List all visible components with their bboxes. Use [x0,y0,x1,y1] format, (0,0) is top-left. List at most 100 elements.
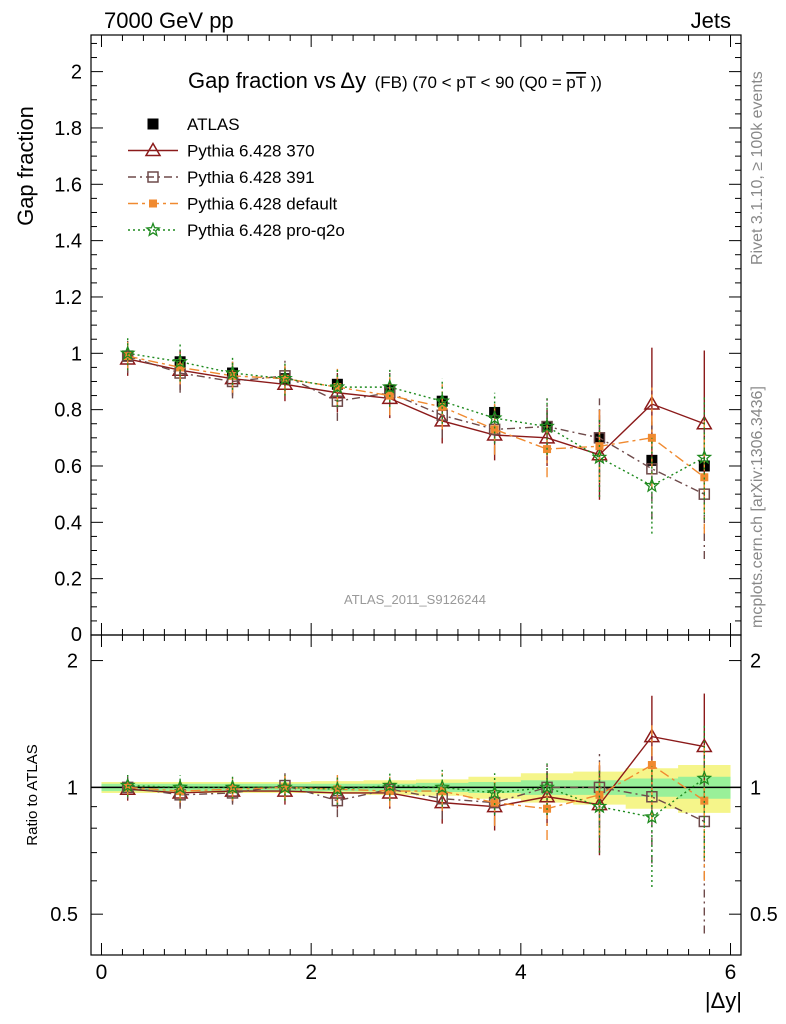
plot-title-main: Gap fraction vs [188,68,336,93]
main-point-pyproq2o [224,364,241,380]
main-point-pydefault [700,473,709,482]
ratio-point-pyproq2o [696,770,713,786]
ratio-y-axis-label: Ratio to ATLAS [24,744,41,845]
main-series-atlas [122,350,710,472]
ratio-y-tick-label-right: 2 [750,651,761,673]
main-point-pydefault [333,383,342,392]
legend-marker [149,199,157,208]
ratio-point-pydefault [228,785,237,794]
ratio-point-pyproq2o [591,798,608,814]
ratio-point-pyproq2o [119,777,136,793]
main-point-pyproq2o [172,353,189,369]
legend-label: Pythia 6.428 370 [187,142,315,161]
y-tick-label: 1 [71,343,82,365]
ratio-point-pydefault [280,783,289,792]
ratio-line-pyproq2o [127,777,705,818]
ratio-point-pyproq2o [172,779,189,795]
main-series-pydefault [123,342,709,534]
y-tick-label: 2 [71,62,82,84]
legend: ATLAS Pythia 6.428 370 Pythia 6.428 391 Pyt… [128,115,345,240]
ratio-point-pyproq2o [224,779,241,795]
main-point-pyproq2o [591,449,608,465]
ratio-line-py391 [127,784,705,823]
plot-panels: 0 2 4 6 |Δy| 0.2 0.4 0.6 0.8 1 1.2 1.4 1.6 1.8 2 0 Gap f… [13,34,778,1013]
y-tick-label: 0.2 [54,569,82,591]
rivet-label: Rivet 3.1.10, ≥ 100k events [749,71,766,265]
y-tick-label: 1.8 [54,118,82,140]
main-point-pyproq2o [277,370,293,386]
ratio-series-pyproq2o [119,723,713,888]
ratio-point-pydefault [595,790,604,799]
ratio-point-pydefault [385,787,394,796]
main-line-py370 [127,358,705,456]
ratio-point-pyproq2o [644,808,660,824]
ratio-y-tick-label: 2 [67,651,78,673]
legend-marker [144,142,162,157]
plot-title-delta: Δy [340,68,366,93]
main-point-pydefault [176,363,185,372]
y-tick-label: 1.6 [54,174,82,196]
main-point-pyproq2o [539,418,555,434]
plot-title-close: )) [591,73,602,92]
x-tick-label: 4 [515,961,527,984]
legend-item-pyproq2o: Pythia 6.428 pro-q2o [128,221,345,240]
ratio-point-pyproq2o [539,779,555,795]
y-tick-label: 0.8 [54,400,82,422]
legend-label: Pythia 6.428 pro-q2o [187,221,345,240]
ratio-point-pyproq2o [434,779,451,795]
legend-label: Pythia 6.428 391 [187,168,315,187]
main-point-pyproq2o [486,409,503,425]
x-tick-label: 6 [725,961,737,984]
header-left: 7000 GeV pp [104,8,234,33]
ratio-point-pydefault [700,796,709,805]
ratio-point-pydefault [647,761,656,770]
main-series-pyproq2o [119,336,713,534]
ratio-y-tick-label-right: 1 [750,777,761,799]
ratio-y-tick-label-right: 0.5 [750,904,778,926]
ratio-line-py370 [127,735,705,808]
legend-marker [147,171,159,183]
plot-title-sub: (FB) (70 < pT < 90 (Q0 = [375,73,562,92]
ratio-point-pyproq2o [381,777,398,793]
main-line-py391 [127,355,705,495]
x-axis-label: |Δy| [705,988,742,1013]
legend-marker [147,118,159,130]
plot-title: Gap fraction vs Δy (FB) (70 < pT < 90 (Q… [188,68,602,93]
legend-marker [145,221,161,237]
header-right: Jets [691,8,731,33]
x-tick-label: 0 [96,961,108,984]
legend-item-pydefault: Pythia 6.428 default [128,195,338,214]
main-point-pyproq2o [329,378,346,394]
legend-label: ATLAS [187,115,240,134]
y-tick-label: 0.4 [54,512,82,534]
ratio-y-tick-label: 1 [67,777,78,799]
ratio-point-pyproq2o [486,784,503,800]
plot-title-over: pT [566,73,586,92]
y-tick-label: 1.4 [54,231,82,253]
y-tick-label: 0.6 [54,456,82,478]
ratio-y-tick-label: 0.5 [50,904,78,926]
y-axis-label: Gap fraction [13,106,38,226]
ratio-series-py370 [119,693,713,856]
mcplots-label: mcplots.cern.ch [arXiv:1306.3436] [749,386,766,628]
ratio-point-pyproq2o [277,779,293,795]
y-tick-label: 1.2 [54,287,82,309]
main-point-pyproq2o [696,449,713,465]
watermark: ATLAS_2011_S9126244 [344,592,486,607]
ratio-point-pydefault [123,783,132,792]
main-point-pydefault [490,425,499,434]
ratio-point-pydefault [490,798,499,807]
main-point-pyproq2o [119,345,136,361]
legend-item-py370: Pythia 6.428 370 [128,142,315,161]
ratio-point-pydefault [176,787,185,796]
main-line-pydefault [127,355,705,478]
ratio-point-pyproq2o [329,780,346,796]
ratio-line-pydefault [127,764,705,810]
legend-item-py391: Pythia 6.428 391 [128,168,315,187]
main-point-pyproq2o [644,477,660,493]
main-series-py370 [119,342,713,500]
y-tick-label-zero: 0 [71,624,82,646]
legend-label: Pythia 6.428 default [187,195,338,214]
main-point-pyproq2o [434,392,451,408]
